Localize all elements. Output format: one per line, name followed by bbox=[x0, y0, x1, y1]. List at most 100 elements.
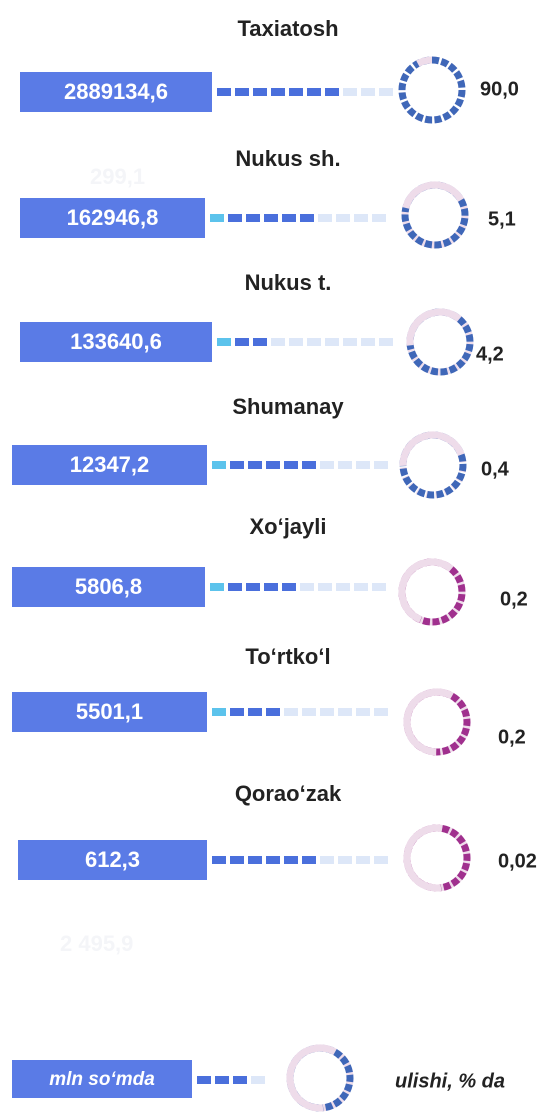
connector-dash bbox=[338, 708, 352, 716]
connector-dash bbox=[374, 461, 388, 469]
connector-dash bbox=[246, 214, 260, 222]
district-name: Qorao‘zak bbox=[235, 781, 342, 806]
connector-dash bbox=[212, 708, 226, 716]
district-name: To‘rtko‘l bbox=[245, 644, 330, 669]
ring-rest bbox=[398, 56, 466, 124]
connector-dash bbox=[320, 461, 334, 469]
connector-dash bbox=[372, 214, 386, 222]
ring-rest bbox=[403, 688, 471, 756]
value-box bbox=[12, 692, 207, 732]
connector-dash bbox=[374, 708, 388, 716]
value-text: 2889134,6 bbox=[64, 79, 168, 104]
connector-dash bbox=[354, 214, 368, 222]
connector-dash bbox=[217, 338, 231, 346]
share-text: 0,4 bbox=[481, 458, 510, 480]
connector-dash bbox=[343, 88, 357, 96]
legend-value-unit: mln so‘mda bbox=[49, 1069, 155, 1090]
connector-dash bbox=[235, 338, 249, 346]
connector-dash bbox=[356, 856, 370, 864]
district-name: Taxiatosh bbox=[237, 16, 338, 41]
connector-dash bbox=[210, 214, 224, 222]
connector-dash bbox=[248, 856, 262, 864]
value-box bbox=[20, 322, 212, 362]
connector-dash bbox=[289, 338, 303, 346]
connector-dash bbox=[253, 88, 267, 96]
connector-dash bbox=[300, 214, 314, 222]
connector-dash bbox=[320, 856, 334, 864]
value-box bbox=[20, 198, 205, 238]
connector-dash bbox=[266, 708, 280, 716]
connector-dash bbox=[372, 583, 386, 591]
connector-dash bbox=[264, 214, 278, 222]
connector-dash bbox=[248, 708, 262, 716]
connector-dash bbox=[284, 708, 298, 716]
connector-dash bbox=[302, 708, 316, 716]
connector-dash bbox=[320, 708, 334, 716]
value-box bbox=[18, 840, 207, 880]
share-text: 0,2 bbox=[498, 726, 526, 748]
share-text: 0,2 bbox=[500, 588, 528, 610]
connector-dash bbox=[230, 461, 244, 469]
connector-dash bbox=[338, 856, 352, 864]
value-text: 12347,2 bbox=[70, 452, 150, 477]
connector-dash bbox=[212, 856, 226, 864]
connector-dash bbox=[266, 461, 280, 469]
ring-rest bbox=[398, 558, 466, 626]
connector-dash bbox=[271, 338, 285, 346]
connector-dash bbox=[264, 583, 278, 591]
ghost-text: 2 495,9 bbox=[60, 931, 133, 956]
connector-dash bbox=[230, 856, 244, 864]
connector-dash bbox=[361, 338, 375, 346]
value-box bbox=[12, 445, 207, 485]
connector-dash bbox=[210, 583, 224, 591]
share-text: 90,0 bbox=[480, 78, 519, 100]
connector-dash bbox=[300, 583, 314, 591]
ghost-text: 299,1 bbox=[90, 164, 145, 189]
ring-rest bbox=[399, 431, 467, 499]
ring-arc bbox=[398, 56, 466, 124]
connector-dash bbox=[289, 88, 303, 96]
connector-dash bbox=[197, 1076, 211, 1084]
value-text: 162946,8 bbox=[67, 205, 159, 230]
share-text: 4,2 bbox=[476, 343, 504, 365]
connector-dash bbox=[253, 338, 267, 346]
connector-dash bbox=[325, 338, 339, 346]
connector-dash bbox=[325, 88, 339, 96]
value-text: 5501,1 bbox=[76, 699, 143, 724]
district-name: Xo‘jayli bbox=[249, 514, 326, 539]
connector-dash bbox=[307, 338, 321, 346]
connector-dash bbox=[228, 214, 242, 222]
connector-dash bbox=[336, 214, 350, 222]
connector-dash bbox=[215, 1076, 229, 1084]
connector-dash bbox=[307, 88, 321, 96]
connector-dash bbox=[336, 583, 350, 591]
connector-dash bbox=[235, 88, 249, 96]
connector-dash bbox=[251, 1076, 265, 1084]
ring-rest bbox=[406, 308, 474, 376]
connector-dash bbox=[284, 856, 298, 864]
district-name: Shumanay bbox=[232, 394, 344, 419]
connector-dash bbox=[246, 583, 260, 591]
district-name: Nukus sh. bbox=[235, 146, 340, 171]
connector-dash bbox=[354, 583, 368, 591]
connector-dash bbox=[271, 88, 285, 96]
connector-dash bbox=[379, 338, 393, 346]
share-text: 5,1 bbox=[488, 208, 516, 230]
ring-arc bbox=[403, 824, 471, 892]
value-text: 133640,6 bbox=[70, 329, 162, 354]
value-text: 5806,8 bbox=[75, 574, 142, 599]
connector-dash bbox=[248, 461, 262, 469]
share-text: 0,02 bbox=[498, 850, 537, 872]
ring-rest bbox=[401, 181, 469, 249]
connector-dash bbox=[302, 461, 316, 469]
connector-dash bbox=[228, 583, 242, 591]
connector-dash bbox=[361, 88, 375, 96]
value-box bbox=[20, 72, 212, 112]
connector-dash bbox=[374, 856, 388, 864]
value-box bbox=[12, 567, 205, 607]
district-name: Nukus t. bbox=[245, 270, 332, 295]
connector-dash bbox=[343, 338, 357, 346]
ring-rest bbox=[403, 824, 471, 892]
